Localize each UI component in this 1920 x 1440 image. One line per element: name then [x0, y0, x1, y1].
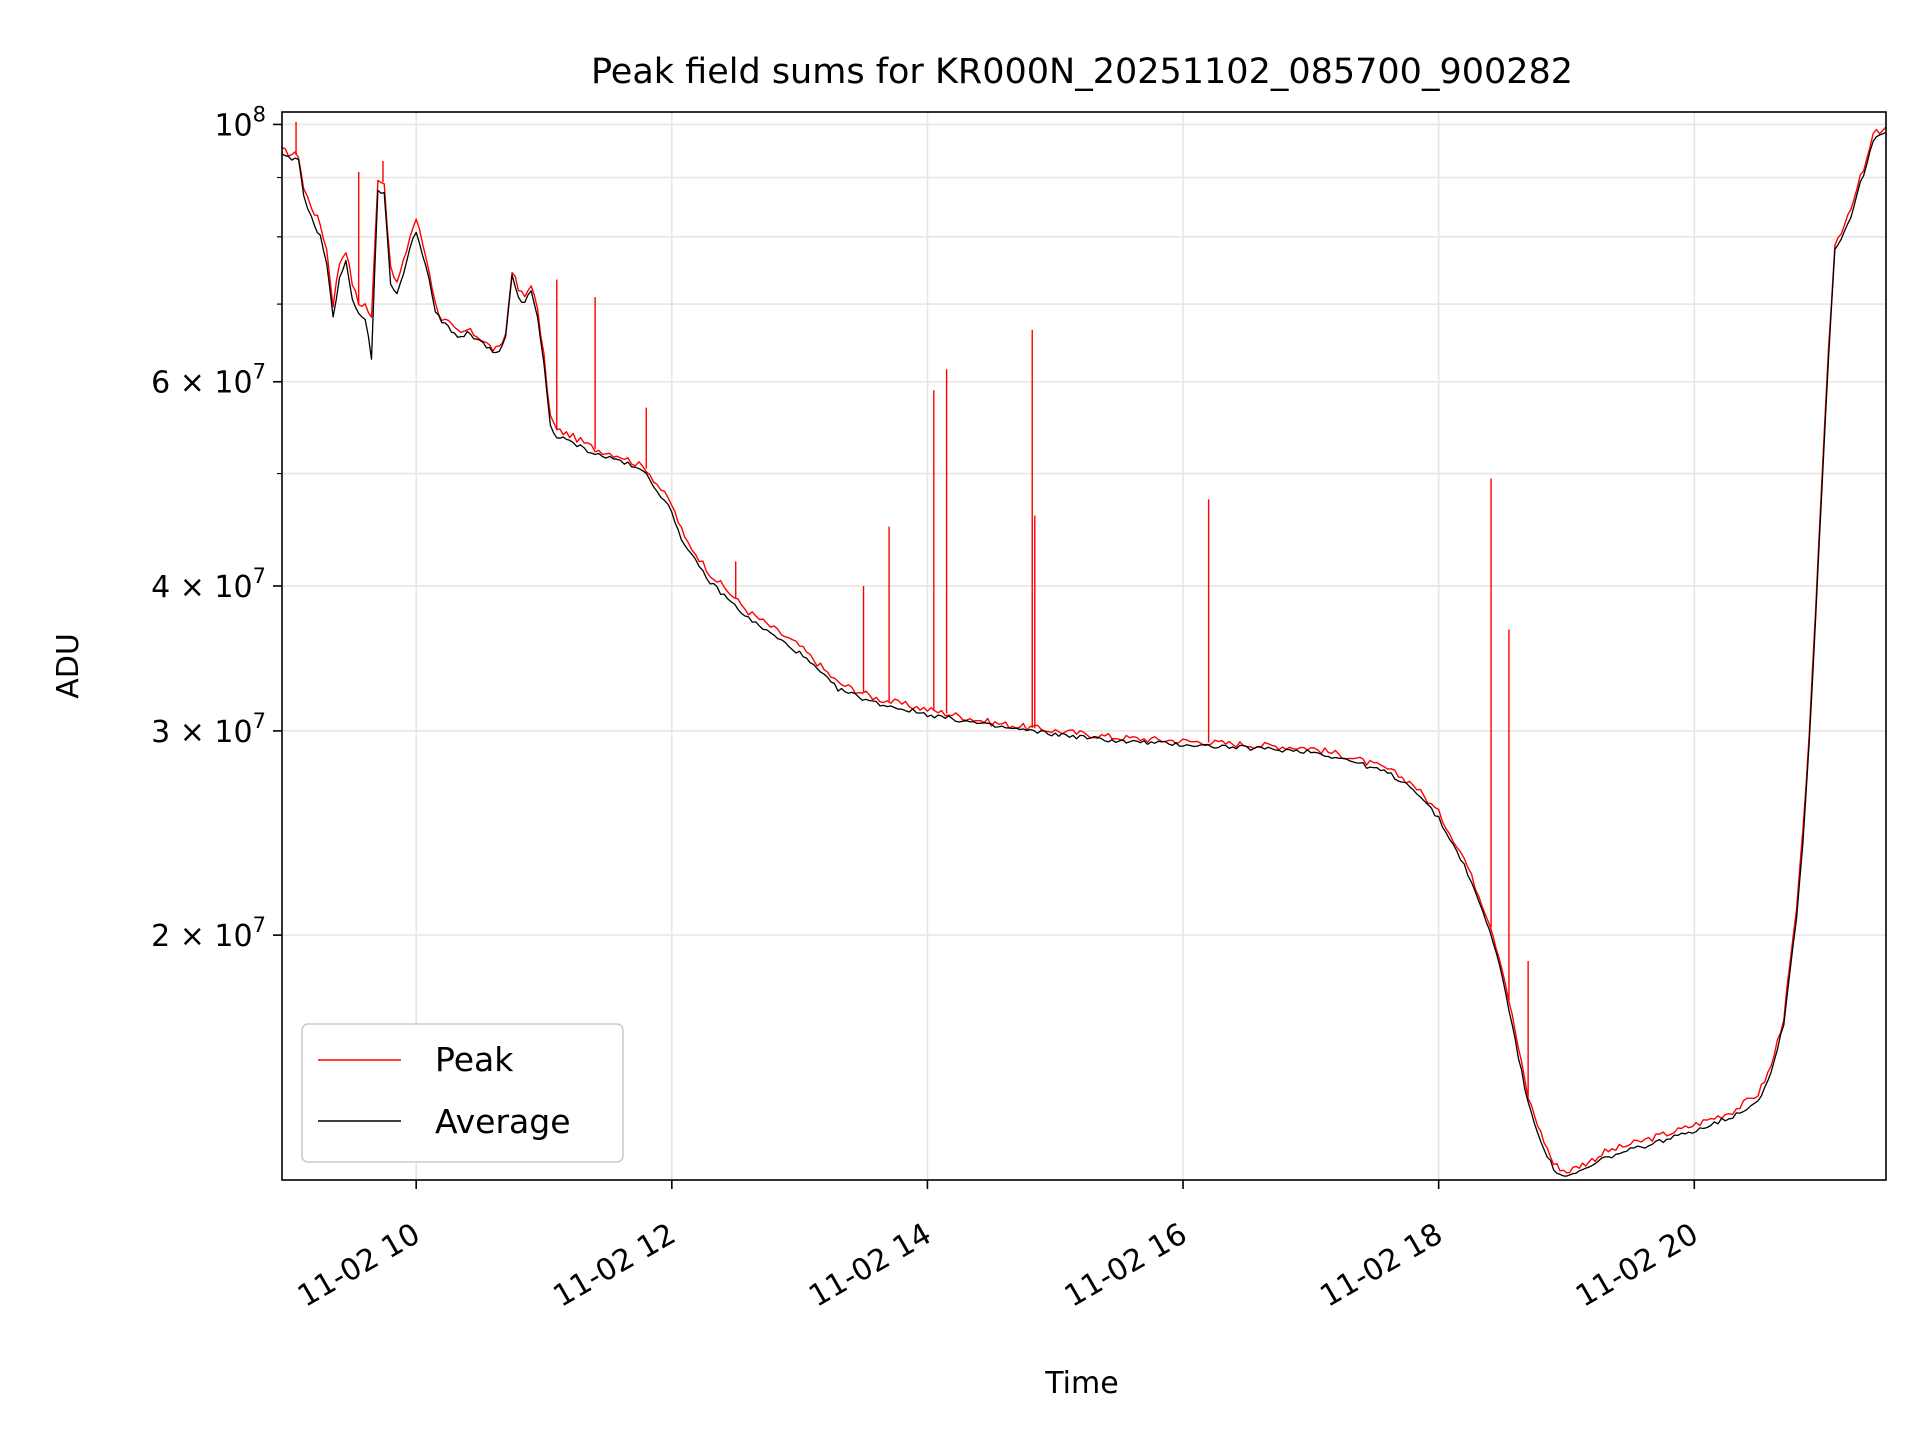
chart-title: Peak field sums for KR000N_20251102_0857… [591, 52, 1573, 92]
x-axis-label: Time [1044, 1366, 1118, 1401]
y-tick-label: 6 × 107 [151, 360, 266, 401]
grid [282, 112, 1886, 1180]
legend-frame [301, 1023, 624, 1163]
plot-area-frame [281, 111, 1887, 1181]
legend-label-peak: Peak [435, 1040, 514, 1079]
x-tick-label: 11-02 12 [547, 1217, 681, 1315]
series-peak [281, 121, 1887, 1174]
legend-label-average: Average [435, 1102, 571, 1141]
y-axis-label: ADU [51, 633, 86, 699]
series-line-average [281, 131, 1887, 1177]
x-axis-ticks: 11-02 10 11-02 12 11-02 14 11-02 16 11-02 18… [292, 1180, 1704, 1314]
legend: Peak Average [301, 1023, 624, 1163]
series-average [281, 131, 1887, 1177]
x-tick-label: 11-02 16 [1059, 1217, 1193, 1315]
y-axis-ticks: 108 6 × 107 4 × 107 3 × 107 2 × 107 [151, 102, 282, 954]
x-tick-label: 11-02 20 [1570, 1217, 1704, 1315]
y-tick-label: 3 × 107 [151, 709, 266, 750]
x-tick-label: 11-02 18 [1314, 1217, 1448, 1315]
x-tick-label: 11-02 14 [803, 1217, 937, 1315]
y-tick-label: 4 × 107 [151, 564, 266, 605]
y-tick-label: 108 [214, 102, 266, 143]
series-line-peak [281, 126, 1887, 1174]
y-tick-label: 2 × 107 [151, 913, 266, 954]
x-tick-label: 11-02 10 [292, 1217, 426, 1315]
